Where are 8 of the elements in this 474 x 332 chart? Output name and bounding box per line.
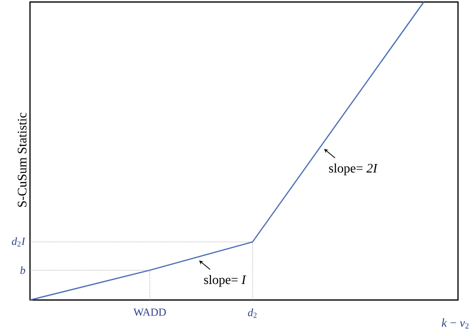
annotation: slope= I [204, 274, 246, 287]
x-tick-label: WADD [133, 308, 166, 316]
x-tick-label: d$_{2}$ [248, 308, 257, 318]
x-axis-title: k − ν$_{2}$ [442, 318, 469, 329]
ref-line-label: d$_{2}$I [12, 237, 26, 247]
ref-line-label: b [20, 266, 26, 274]
annotation: slope= 2I [329, 163, 378, 176]
y-axis-title: S-CuSum Statistic [18, 112, 26, 207]
